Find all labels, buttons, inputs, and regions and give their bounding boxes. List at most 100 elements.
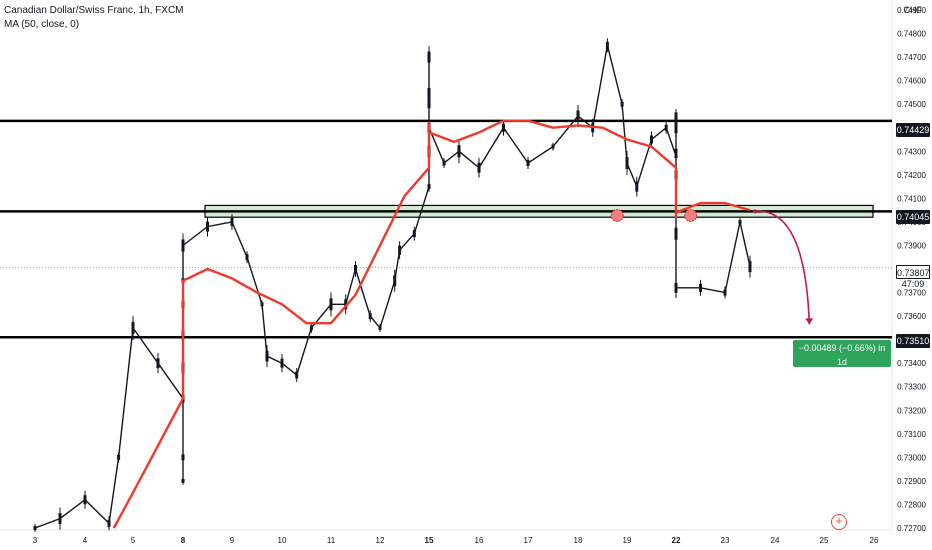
y-tick-label: 0.72900 [897,477,926,486]
candle-body [206,221,209,232]
candle-body [295,371,299,379]
candle-body [576,110,580,122]
touch-marker [684,208,698,222]
candle-body [309,325,313,331]
projection-arrowhead [805,318,814,325]
y-tick-label: 0.73700 [897,289,926,298]
currency-label: CHF [903,5,923,15]
candle-body [551,144,555,149]
candle-body [354,265,357,273]
candle-body [477,162,481,173]
candle-body [368,313,372,320]
y-tick-label: 0.74900 [897,6,926,15]
touch-marker [610,208,624,222]
candle-body [245,254,249,261]
candle-body [625,157,629,170]
candle-body [738,219,742,224]
candle-body [748,261,752,273]
candle-body [181,478,185,483]
candle-body [265,350,269,362]
x-tick-label: 19 [623,536,632,545]
candle-body [117,454,121,460]
x-tick-label: 16 [475,536,484,545]
y-tick-label: 0.74600 [897,77,926,86]
candle-body [378,325,382,330]
y-tick-label: 0.74300 [897,147,926,156]
measure-tooltip: −0.00489 (−0.66%) in 1d 0.73548 ● 2021-0… [793,340,891,377]
candle-body [131,321,135,334]
candle-body [280,358,284,368]
x-tick-label: 26 [870,536,879,545]
y-tick-label: 0.72700 [897,524,926,533]
candle-body [427,100,431,109]
y-tick-label: 0.73100 [897,430,926,439]
x-tick-label: 5 [131,536,136,545]
y-tick-label: 0.74100 [897,194,926,203]
candle-body [674,122,678,134]
x-tick-label: 9 [230,536,235,545]
plus-circle-icon[interactable]: + [831,514,847,530]
candle-body [329,298,333,311]
x-tick-label: 12 [376,536,385,545]
candle-body [427,87,431,97]
x-tick-label: 11 [327,536,336,545]
candle-body [58,513,62,525]
ma-line [112,119,751,529]
x-tick-label: 4 [83,536,88,545]
x-tick-label: 3 [33,536,38,545]
x-tick-label: 8 [181,536,186,545]
candle-body [427,51,431,63]
candle-body [83,495,87,505]
x-tick-label: 10 [278,536,287,545]
candle-body [156,358,160,369]
level-tag-73510: 0.73510 [896,334,930,348]
y-tick-label: 0.74200 [897,171,926,180]
candle-body [33,526,37,530]
x-tick-label: 15 [425,536,434,545]
candle-body [181,239,185,252]
y-tick-label: 0.74700 [897,53,926,62]
candle-body [674,148,678,154]
candle-body [427,184,431,190]
x-tick-label: 25 [820,536,829,545]
candle-body [605,41,609,49]
candle-body [674,227,678,240]
candle-body [674,282,678,293]
projection-arrow [754,210,811,325]
candle-body [620,101,624,107]
last-price-tag: 0.73807 [896,265,930,279]
candle-body [344,299,348,310]
x-tick-label: 18 [574,536,583,545]
y-tick-label: 0.73900 [897,241,926,250]
bar-countdown: 47:09 [901,279,925,289]
x-tick-label: 17 [524,536,533,545]
candle-body [181,454,185,461]
candle-body [526,160,530,167]
candle-body [393,275,397,287]
y-tick-label: 0.74800 [897,30,926,39]
y-tick-label: 0.73400 [897,359,926,368]
level-tag-74045: 0.74045 [896,210,930,224]
x-tick-label: 24 [771,536,780,545]
candle-body [502,123,505,132]
candle-body [699,283,702,292]
candle-body [260,302,264,307]
candle-body [674,112,678,120]
price-series-line [34,45,751,529]
level-tag-74429: 0.74429 [896,123,930,137]
x-tick-label: 22 [672,536,681,545]
chart-title: Canadian Dollar/Swiss Franc, 1h, FXCM [4,5,184,16]
candle-body [442,160,446,166]
candle-body [412,230,416,238]
candle-body [723,289,727,296]
candle-body [398,245,402,255]
y-tick-label: 0.73000 [897,453,926,462]
candle-body [457,145,461,158]
candle-body [635,181,639,192]
indicator-label: MA (50, close, 0) [4,19,80,30]
candle-body [107,519,111,527]
y-tick-label: 0.73200 [897,406,926,415]
x-tick-label: 23 [721,536,730,545]
y-tick-label: 0.72800 [897,500,926,509]
